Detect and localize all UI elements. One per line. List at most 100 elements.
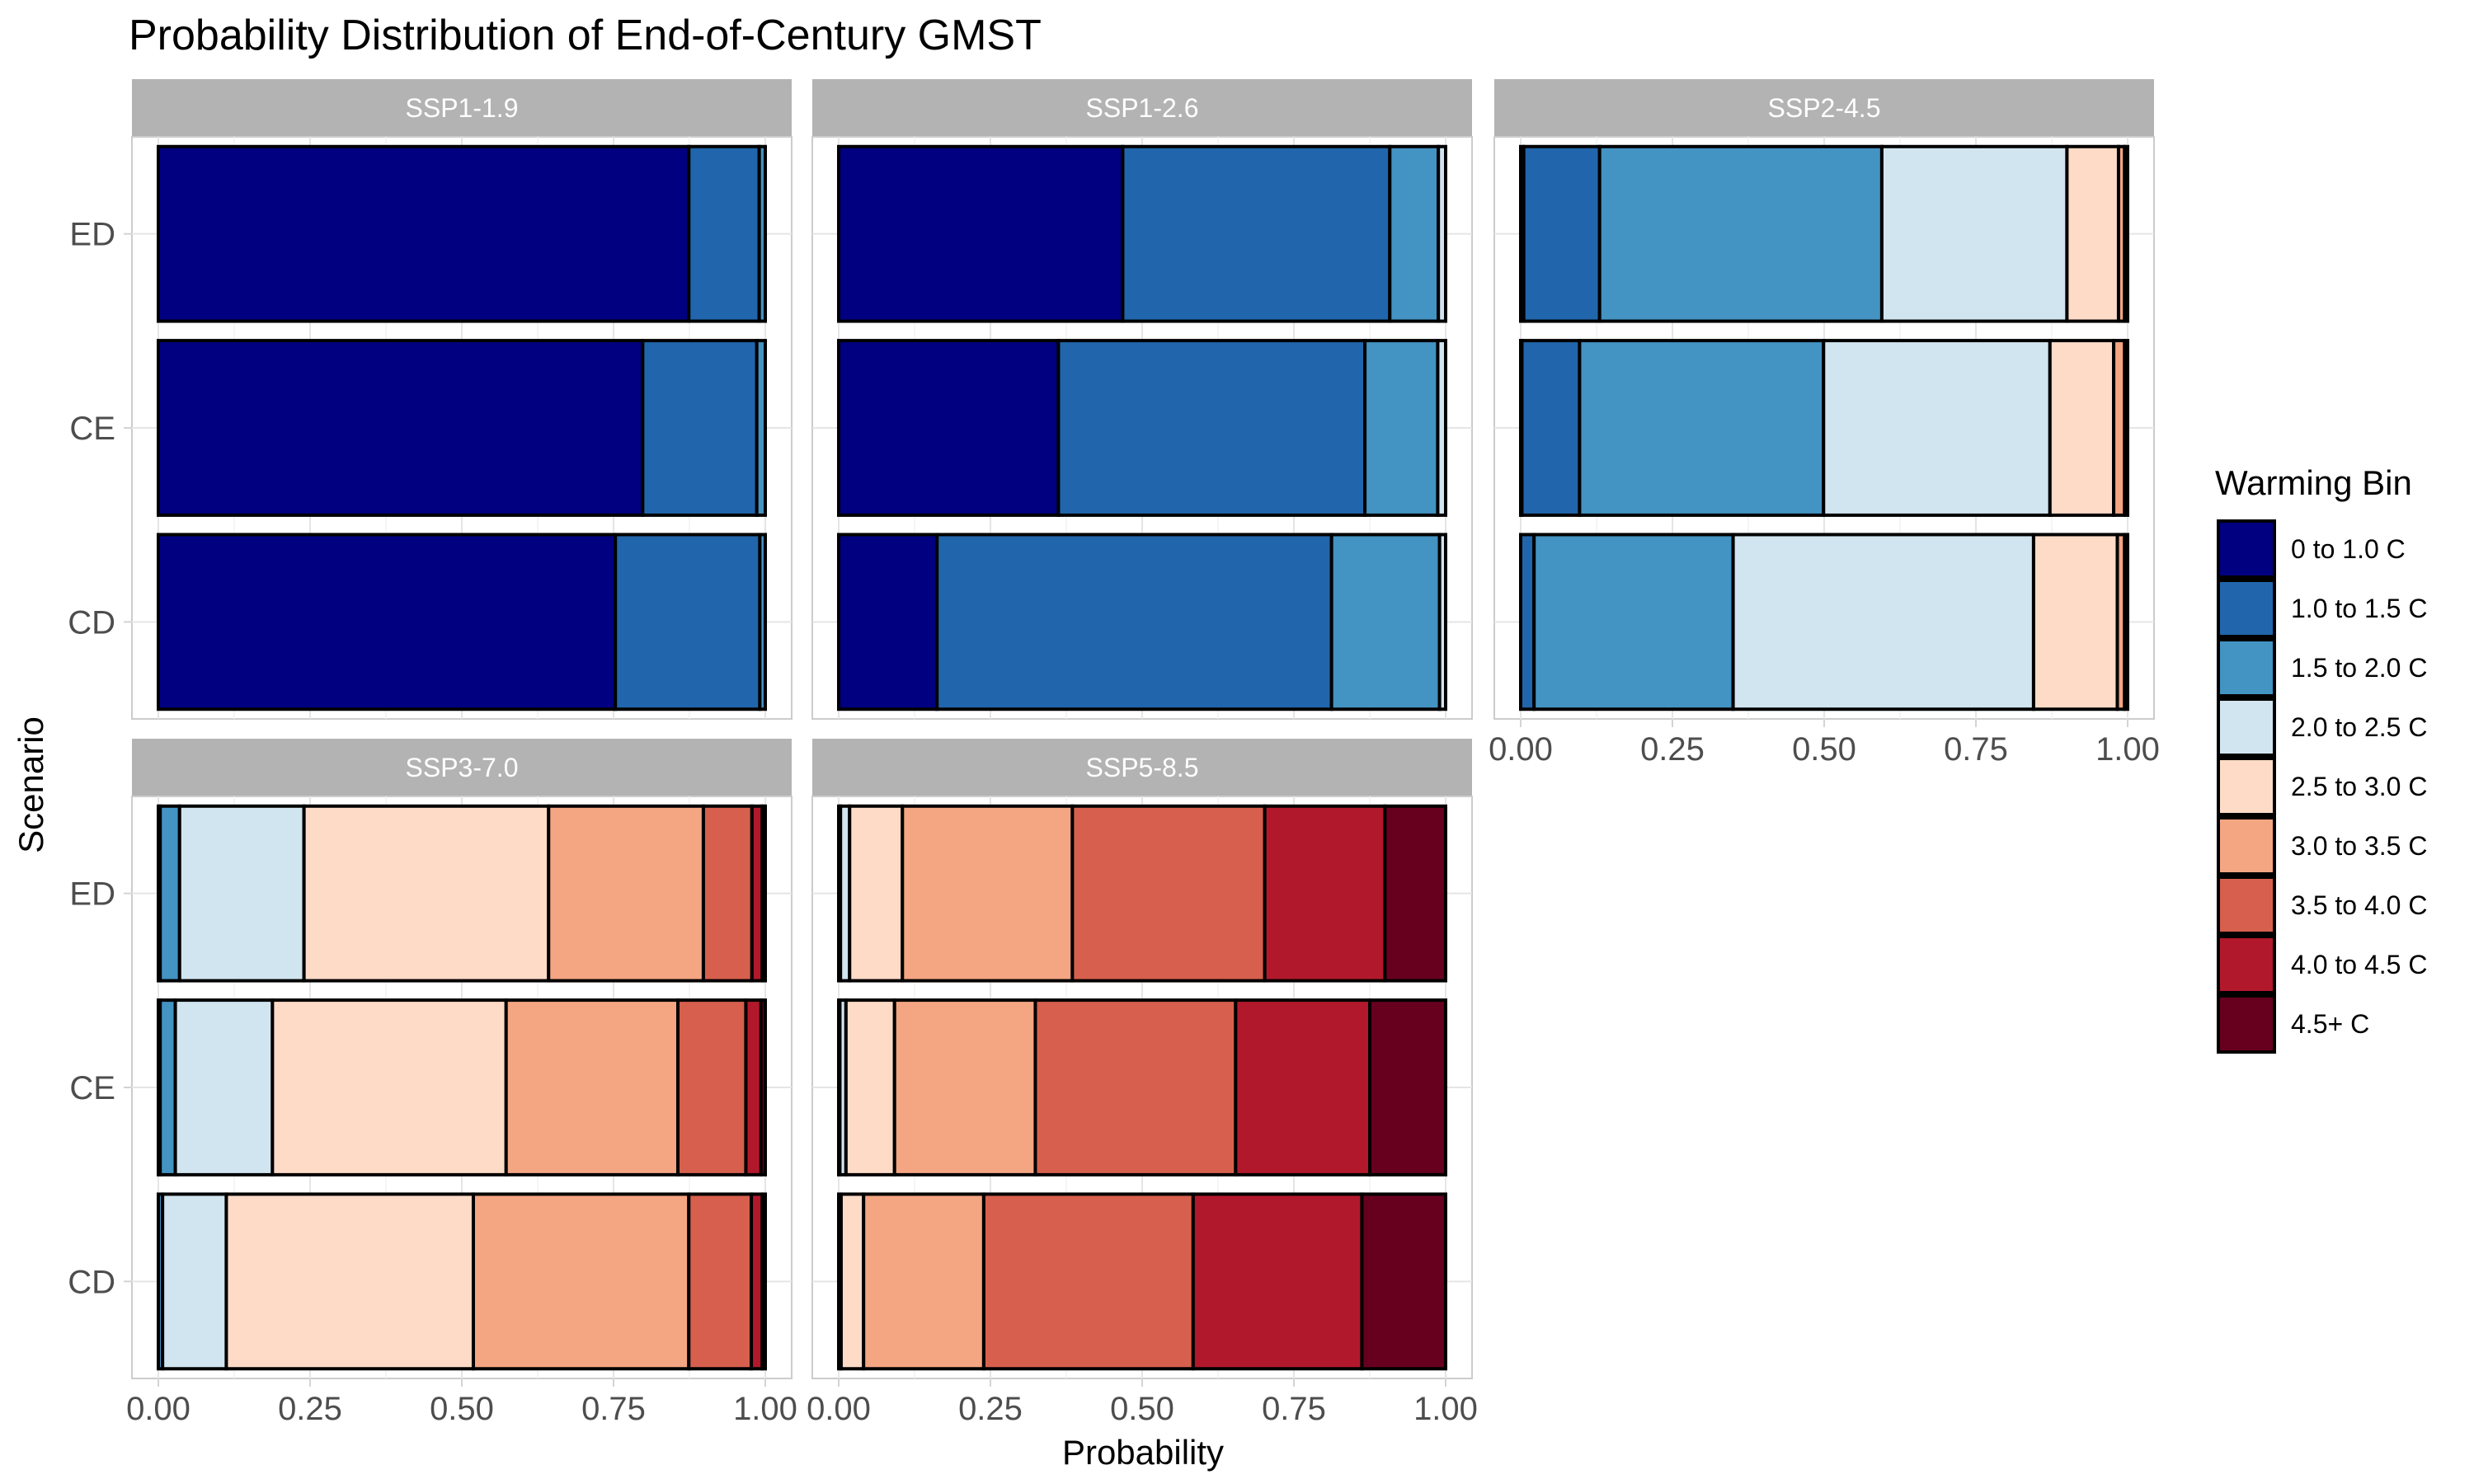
bar-segment xyxy=(981,1192,1195,1371)
bar-segment xyxy=(1033,998,1238,1176)
legend-swatch xyxy=(2217,935,2276,994)
bar-segment xyxy=(1360,1192,1448,1371)
bar-segment xyxy=(935,533,1333,711)
bar-segment xyxy=(676,998,748,1176)
x-tick-label: 0.75 xyxy=(1944,731,2008,768)
bar-segment xyxy=(687,1192,754,1371)
facet-strip xyxy=(132,79,792,137)
bar-segment xyxy=(744,998,763,1176)
bar-segment xyxy=(1437,533,1448,711)
facet-SSP1-2.6: SSP1-2.6 xyxy=(811,79,1473,720)
bar-segment xyxy=(1879,144,2069,323)
bar-segment xyxy=(177,804,306,983)
bar-segment xyxy=(157,339,645,517)
bar-segment xyxy=(547,804,705,983)
bar-segment xyxy=(837,144,1125,323)
bar-segment xyxy=(1436,339,1448,517)
y-tick-label: ED xyxy=(69,876,115,913)
bar-segment xyxy=(2123,533,2130,711)
bar-segment xyxy=(1822,339,2052,517)
bar-segment xyxy=(901,804,1075,983)
facet-strip-label: SSP2-4.5 xyxy=(1768,93,1881,123)
bar-CE xyxy=(837,339,1448,517)
legend-swatch xyxy=(2217,816,2276,876)
x-tick-label: 1.00 xyxy=(733,1391,797,1427)
facet-strip-label: SSP1-2.6 xyxy=(1086,93,1199,123)
bar-CE xyxy=(157,339,767,517)
legend-label: 0 to 1.0 C xyxy=(2291,534,2406,564)
bar-ED xyxy=(837,804,1448,983)
bar-CE xyxy=(157,998,768,1176)
facet-strip xyxy=(812,79,1472,137)
x-tick-label: 0.75 xyxy=(581,1391,646,1427)
x-tick-label: 1.00 xyxy=(1413,1391,1478,1427)
bar-ED xyxy=(157,804,768,983)
chart-title: Probability Distribution of End-of-Centu… xyxy=(129,12,1042,59)
x-tick-label: 0.50 xyxy=(1110,1391,1174,1427)
legend-item: 4.0 to 4.5 C xyxy=(2217,935,2427,994)
bar-segment xyxy=(504,998,680,1176)
facet-strip-label: SSP3-7.0 xyxy=(406,753,519,782)
bar-segment xyxy=(844,998,896,1176)
bar-CD xyxy=(837,1192,1448,1371)
legend-label: 4.0 to 4.5 C xyxy=(2291,950,2427,979)
x-tick-label: 0.00 xyxy=(1489,731,1553,768)
bar-CD xyxy=(1519,533,2130,711)
y-tick-label: CE xyxy=(69,411,115,447)
facet-strip xyxy=(812,739,1472,796)
x-tick-label: 1.00 xyxy=(2095,731,2160,768)
x-tick-label: 0.25 xyxy=(278,1391,342,1427)
legend-label: 4.5+ C xyxy=(2291,1009,2369,1039)
bar-segment xyxy=(1368,998,1447,1176)
legend-label: 3.5 to 4.0 C xyxy=(2291,890,2427,920)
legend-swatch xyxy=(2217,697,2276,757)
bar-segment xyxy=(158,998,177,1176)
bar-segment xyxy=(614,533,762,711)
bar-segment xyxy=(837,533,939,711)
bar-segment xyxy=(1056,339,1367,517)
bar-segment xyxy=(759,998,768,1176)
bar-segment xyxy=(1388,144,1441,323)
y-tick-label: ED xyxy=(69,217,115,253)
legend-label: 1.5 to 2.0 C xyxy=(2291,653,2427,683)
legend-swatch xyxy=(2217,519,2276,579)
bar-segment xyxy=(701,804,754,983)
bar-segment xyxy=(2048,339,2116,517)
bar-segment xyxy=(892,998,1037,1176)
bar-segment xyxy=(158,804,181,983)
legend-item: 2.5 to 3.0 C xyxy=(2217,757,2427,816)
legend-swatch xyxy=(2217,994,2276,1054)
bar-segment xyxy=(161,1192,228,1371)
bar-segment xyxy=(760,804,768,983)
x-tick-label: 0.25 xyxy=(1640,731,1705,768)
legend-item: 0 to 1.0 C xyxy=(2217,519,2406,579)
facet-SSP5-8.5: SSP5-8.5 0.00 0.25 0.50 0.75 1.00 xyxy=(807,739,1478,1427)
y-tick-label: CE xyxy=(69,1070,115,1106)
legend-swatch xyxy=(2217,638,2276,697)
bar-segment xyxy=(641,339,759,517)
bar-segment xyxy=(687,144,761,323)
bar-CD xyxy=(837,533,1448,711)
bar-segment xyxy=(862,1192,985,1371)
bar-segment xyxy=(1731,533,2035,711)
facet-strip xyxy=(1494,79,2154,137)
bar-segment xyxy=(1437,144,1447,323)
bar-segment xyxy=(1191,1192,1364,1371)
bar-segment xyxy=(1519,533,1536,711)
legend: Warming Bin 0 to 1.0 C 1.0 to 1.5 C 1.5 to… xyxy=(2215,463,2427,1054)
facet-SSP2-4.5: SSP2-4.5 0.00 0.25 0.50 0.75 1.00 xyxy=(1489,79,2160,768)
y-tick-label: CD xyxy=(68,1264,115,1300)
legend-item: 3.0 to 3.5 C xyxy=(2217,816,2427,876)
legend-item: 2.0 to 2.5 C xyxy=(2217,697,2427,757)
legend-title: Warming Bin xyxy=(2215,463,2412,502)
y-axis-title: Scenario xyxy=(12,716,50,853)
bar-segment xyxy=(1363,339,1440,517)
legend-item: 4.5+ C xyxy=(2217,994,2369,1054)
bar-segment xyxy=(760,1192,768,1371)
bar-segment xyxy=(1329,533,1442,711)
legend-label: 1.0 to 1.5 C xyxy=(2291,594,2427,623)
bar-segment xyxy=(758,533,767,711)
bar-ED xyxy=(837,144,1447,323)
bar-segment xyxy=(1597,144,1884,323)
